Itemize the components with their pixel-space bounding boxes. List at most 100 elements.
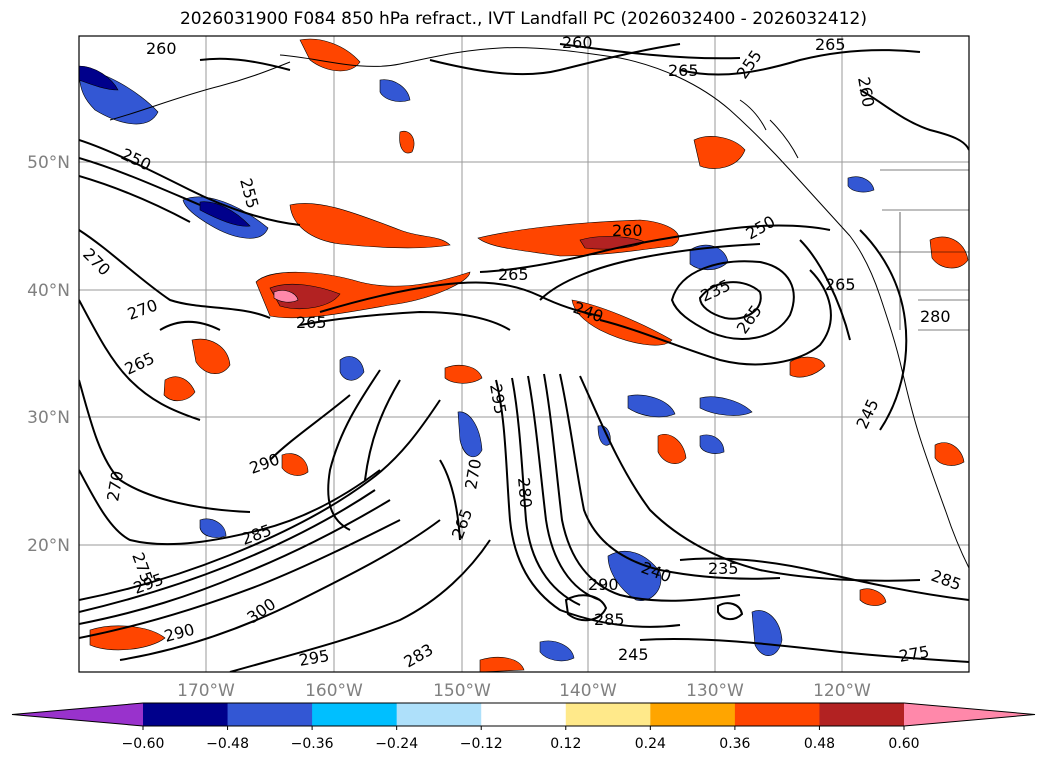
patch-red-14 [89, 625, 166, 651]
lat-label: 50°N [27, 153, 70, 173]
state-borders [880, 169, 969, 331]
patch-red-5 [163, 376, 196, 401]
contour-label: 265 [498, 265, 529, 284]
contour-label: 245 [618, 645, 649, 664]
contour-label: 260 [562, 33, 593, 52]
patch-red-3 [477, 219, 679, 257]
coast-islands [739, 99, 799, 159]
contour-label: 270 [461, 457, 485, 490]
colorbar-tick-label: 0.24 [635, 736, 666, 752]
map-area: 260 260 265 265 260 255 250 255 270 270 … [79, 33, 969, 672]
longitude-labels: 170°W 160°W 150°W 140°W 130°W 120°W [177, 681, 871, 701]
contour-label: 295 [297, 646, 330, 670]
contour-labels: 260 260 265 265 260 255 250 255 270 270 … [79, 33, 964, 672]
contour-label: 283 [401, 640, 437, 672]
contour-label: 265 [733, 301, 766, 337]
patch-blue-10 [699, 434, 725, 454]
contour-label: 280 [920, 307, 951, 326]
contour-label: 265 [815, 35, 846, 54]
contour-label: 290 [247, 449, 282, 477]
patch-navy-1 [199, 201, 251, 227]
patch-red-13 [929, 236, 969, 269]
contour-label: 290 [588, 575, 619, 594]
patch-red-6 [191, 338, 231, 374]
contour-label: 240 [571, 298, 606, 326]
patch-blue-12 [379, 79, 411, 102]
colorbar-tick-label: −0.36 [291, 736, 334, 752]
patch-red-17 [934, 442, 965, 466]
coastlines [109, 47, 969, 569]
lon-label: 120°W [813, 681, 871, 701]
lat-label: 20°N [27, 536, 70, 556]
colorbar-segment [565, 703, 651, 726]
contour-label: 235 [708, 559, 739, 578]
colorbar-tick-label: −0.48 [206, 736, 249, 752]
contour-label: 245 [852, 396, 882, 432]
colorbar-extend-low [12, 703, 143, 726]
contour-label: 280 [514, 477, 536, 509]
patch-blue-8 [627, 394, 676, 418]
patch-blue-13 [539, 640, 575, 662]
colorbar-tick-label: −0.24 [375, 736, 418, 752]
contour-label: 285 [929, 566, 964, 594]
patch-blue-4 [751, 610, 783, 656]
contour-label: 250 [743, 212, 779, 244]
contour-label: 260 [612, 221, 643, 240]
contour-label: 270 [79, 244, 114, 279]
lat-label: 30°N [27, 408, 70, 428]
patch-red-7 [281, 453, 309, 476]
contour-label: 285 [594, 610, 625, 629]
colorbar-tick-label: −0.12 [460, 736, 503, 752]
coast-canada [849, 235, 969, 569]
colorbar-segment [734, 703, 820, 726]
colorbar-segment [650, 703, 736, 726]
lon-label: 160°W [305, 681, 363, 701]
contour-label: 235 [698, 275, 734, 305]
patch-red-2 [289, 203, 451, 249]
contour-label: 255 [733, 46, 766, 82]
colorbar-tick-label: 0.48 [804, 736, 835, 752]
contour-label: 265 [122, 348, 158, 378]
patch-blue-5 [339, 356, 365, 381]
patch-darkred-1 [269, 283, 341, 309]
colorbar-tick-label: 0.60 [888, 736, 919, 752]
patch-red-18 [399, 130, 415, 154]
contour-label: 295 [486, 382, 510, 415]
coast-aleutians [109, 61, 291, 121]
contour-label: 275 [897, 642, 930, 666]
patch-blue-14 [199, 518, 227, 538]
colorbar-segment [312, 703, 398, 726]
latitude-labels: 20°N 30°N 40°N 50°N [27, 153, 70, 556]
contour-label: 255 [236, 176, 262, 210]
colorbar-segment [143, 703, 229, 726]
contour-label: 265 [296, 313, 327, 332]
contour-label: 270 [103, 469, 127, 502]
colorbar-tick-label: −0.60 [122, 736, 165, 752]
patch-blue-9 [699, 396, 753, 416]
lon-label: 150°W [433, 681, 491, 701]
colorbar-segment [227, 703, 313, 726]
colorbar-tick-label: 0.12 [550, 736, 581, 752]
patch-navy-2 [79, 65, 119, 91]
contour-label: 265 [825, 275, 856, 294]
map-frame [78, 35, 970, 673]
colorbar-segment [481, 703, 567, 726]
patch-red-16 [859, 588, 887, 606]
patch-red-4 [693, 136, 746, 169]
patch-blue-6 [457, 411, 483, 458]
contour-label: 265 [448, 506, 476, 541]
lat-label: 40°N [27, 281, 70, 301]
contour-label: 260 [146, 39, 177, 58]
contour-label: 265 [668, 61, 699, 80]
coast-alaska [279, 47, 851, 237]
patch-red-12 [299, 38, 361, 72]
patch-pink-1 [273, 290, 299, 303]
patch-red-8 [444, 365, 483, 384]
patch-blue-11 [847, 176, 875, 193]
contour-lines [79, 43, 969, 672]
patch-red-11 [789, 356, 826, 378]
contour-label: 290 [162, 620, 196, 646]
lon-label: 170°W [177, 681, 235, 701]
contour-label: 260 [854, 75, 878, 108]
colorbar-segment [396, 703, 482, 726]
